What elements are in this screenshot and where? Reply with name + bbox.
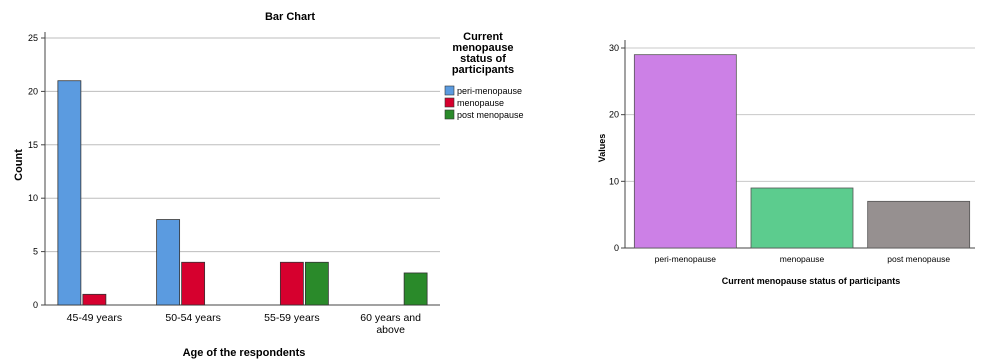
x-tick-label-line: 45-49 years xyxy=(67,312,122,324)
x-tick-label: 55-59 years xyxy=(264,312,319,324)
bar-chart-age: Bar Chart Count Age of the respondents 0… xyxy=(13,11,524,359)
legend-swatch-menopause xyxy=(444,97,455,108)
x-tick-label-line: 55-59 years xyxy=(264,312,319,324)
x-axis-title: Age of the respondents xyxy=(183,347,306,359)
legend-title: menopause xyxy=(452,42,513,54)
x-tick-label: peri-menopause xyxy=(655,254,717,264)
y-tick-label: 10 xyxy=(28,193,38,203)
bar-chart-status: Values Current menopause status of parti… xyxy=(597,40,975,286)
y-tick-label: 10 xyxy=(609,176,619,186)
y-tick-label: 0 xyxy=(614,243,619,253)
y-tick-label: 30 xyxy=(609,43,619,53)
bars xyxy=(633,54,971,249)
y-tick-label: 25 xyxy=(28,33,38,43)
x-tick-label: 60 years and above xyxy=(360,312,421,336)
y-tick-label: 20 xyxy=(609,110,619,120)
legend-swatch-post-menopause xyxy=(444,109,455,120)
x-tick-label: 50-54 years xyxy=(165,312,220,324)
legend-label-peri-menopause: peri-menopause xyxy=(457,86,522,96)
legend-swatch-peri-menopause xyxy=(444,85,455,96)
bar-menopause xyxy=(750,187,854,249)
bar-menopause-50-54-years xyxy=(181,261,206,306)
bar-post-menopause-60-years-and-above xyxy=(403,272,428,306)
y-tick-label: 20 xyxy=(28,86,38,96)
bar-peri-menopause-50-54-years xyxy=(156,219,181,306)
category-labels: peri-menopause menopause post menopause xyxy=(655,254,951,264)
legend-title: status of xyxy=(460,53,506,65)
bar-menopause-55-59-years xyxy=(279,261,304,306)
y-axis-title: Values xyxy=(597,134,607,163)
legend-title: Current xyxy=(463,31,503,43)
bar-peri-menopause-45-49-years xyxy=(57,80,82,306)
x-tick-label-line: 50-54 years xyxy=(165,312,220,324)
x-axis-title: Current menopause status of participants xyxy=(722,276,901,286)
y-tick-labels: 0 10 20 30 xyxy=(609,43,619,253)
bar-post-menopause xyxy=(867,200,971,249)
bar-menopause-45-49-years xyxy=(82,293,107,306)
x-tick-label-line: 60 years and xyxy=(360,312,421,324)
legend-title: participants xyxy=(452,64,514,76)
y-tick-label: 15 xyxy=(28,140,38,150)
bars xyxy=(57,80,428,306)
bar-post-menopause-55-59-years xyxy=(304,261,329,306)
category-labels: 45-49 years 50-54 years 55-59 years 60 year… xyxy=(67,312,421,336)
x-tick-label: menopause xyxy=(780,254,825,264)
x-tick-label-line: above xyxy=(376,324,405,336)
y-tick-label: 5 xyxy=(33,247,38,257)
bar-peri-menopause xyxy=(633,54,737,249)
gridlines xyxy=(41,32,440,306)
chart-title: Bar Chart xyxy=(265,11,315,23)
legend-label-menopause: menopause xyxy=(457,98,504,108)
y-axis-title: Count xyxy=(13,149,25,181)
y-tick-labels: 0 5 10 15 20 25 xyxy=(28,33,38,310)
y-tick-label: 0 xyxy=(33,300,38,310)
legend-label-post-menopause: post menopause xyxy=(457,110,524,120)
x-tick-label: 45-49 years xyxy=(67,312,122,324)
x-tick-label: post menopause xyxy=(887,254,950,264)
